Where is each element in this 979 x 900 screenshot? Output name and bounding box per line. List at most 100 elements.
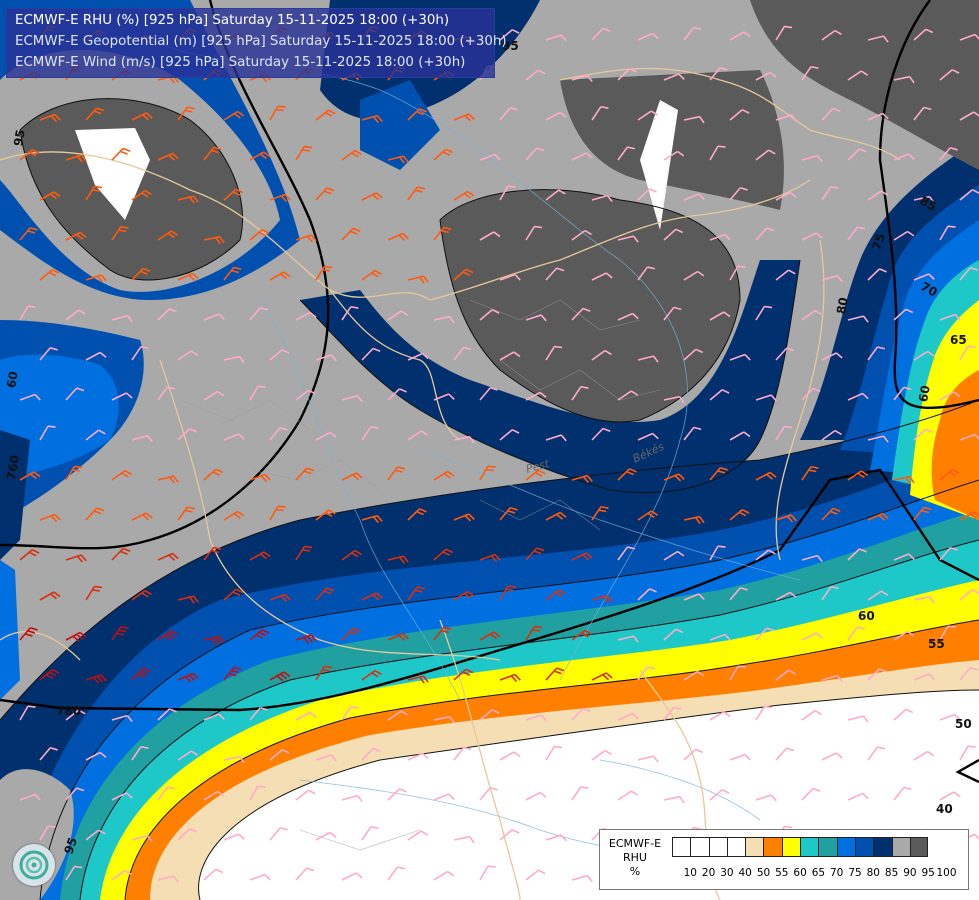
wind-barb-glyph [85,107,105,121]
legend-swatches [672,837,929,857]
wind-barb-glyph [913,350,935,361]
wind-barb-glyph [157,152,179,161]
wind-barb-glyph [39,191,61,201]
wind-barb-glyph [249,473,271,482]
wind-barb-glyph [39,591,61,601]
wind-barb-glyph [315,831,337,841]
wind-barb-glyph [361,269,382,281]
wind-barb-glyph [591,427,611,441]
wind-barb-glyph [223,110,245,121]
wind-barb-glyph [525,69,546,81]
wind-barb-glyph [65,231,87,241]
wind-barb-glyph [111,714,133,722]
wind-barb-glyph [499,429,520,441]
wind-barb-glyph [663,473,685,482]
wind-barb-glyph [939,791,961,801]
wind-barb-glyph [387,866,406,881]
wind-barb-glyph [387,788,407,801]
legend-tick-label: 85 [884,867,899,879]
wind-barb-glyph [269,105,286,121]
legend-tick-label: 10 [683,867,697,879]
wind-barb-glyph [203,546,222,561]
wind-barb-glyph [801,232,823,241]
wind-barb-glyph [755,471,777,481]
legend-swatch [763,837,782,857]
wind-barb-glyph [341,227,361,241]
wind-barb-glyph [453,668,474,681]
wind-barb-glyph [433,226,452,241]
wind-barb-glyph [847,226,866,241]
wind-barb-glyph [913,750,935,761]
wind-barb-glyph [821,107,841,121]
geopotential-contours [0,0,979,784]
wind-barb-glyph [847,392,869,401]
wind-barb-glyph [663,628,684,641]
legend-tick-label: 65 [811,867,826,879]
wind-barb-glyph [755,794,777,802]
wind-barb-glyph [295,234,317,243]
wind-barb-glyph [663,306,682,321]
legend-tick-label: 60 [793,867,807,879]
wind-barb-glyph [19,793,41,801]
region-borders [179,299,661,851]
legend-swatch [891,837,910,857]
wind-barb-glyph [637,666,656,681]
wind-barb-glyph [433,793,455,801]
wind-barb-glyph [959,345,976,361]
wind-barb-glyph [65,554,87,563]
wind-barb-glyph [39,746,58,761]
wind-barb-glyph [729,186,748,201]
wind-barb-glyph [19,226,38,241]
wind-barb-glyph [729,509,750,521]
wind-barb-glyph [959,666,978,681]
wind-barb-glyph [65,787,85,801]
wind-barb-glyph [913,506,932,521]
wind-barb-glyph [177,195,199,204]
wind-barb-glyph [269,593,291,602]
wind-barb-glyph [223,188,244,201]
wind-barb-glyph [893,475,915,485]
wind-barb-glyph [709,233,731,241]
legend-swatch [672,837,691,857]
wind-barb-glyph [387,710,409,721]
wind-barb-glyph [387,310,409,321]
wind-barb-glyph [591,105,609,121]
wind-barb-glyph [683,426,702,441]
wind-barb-glyph [571,629,592,641]
wind-barb-glyph [775,591,797,601]
wind-barb-glyph [525,391,547,401]
wind-barb-glyph [525,791,547,801]
wind-barb-glyph [867,190,889,201]
legend-swatch [745,837,764,857]
legend-swatch [909,837,929,857]
wind-barb-glyph [617,146,636,161]
wind-barb-glyph [203,468,224,481]
legend-tick-label: 95 [921,867,935,879]
svg-text:60: 60 [4,370,21,389]
wind-barb-glyph [663,150,685,161]
wind-barb-glyph [499,751,521,761]
svg-text:95: 95 [502,39,519,53]
wind-barb-glyph [85,751,107,761]
wind-barb-glyph [341,627,361,641]
wind-barb-glyph [407,752,429,761]
wind-barb-glyph [433,148,454,161]
wind-barb-glyph [683,515,705,525]
wind-barb-glyph [913,195,935,204]
wind-barb-glyph [387,632,409,641]
wind-barb-glyph [821,752,843,761]
wind-barb-glyph [939,469,960,481]
title-rhu: ECMWF-E RHU (%) [925 hPa] Saturday 15-11… [15,13,450,28]
wind-barb-glyph [545,111,567,121]
wind-barb-glyph [847,715,869,723]
wind-barb-glyph [729,31,751,41]
wind-barb-glyph [591,749,612,761]
wind-barb-glyph [295,867,315,881]
wind-barb-glyph [821,429,842,441]
wind-barb-glyph [131,189,152,201]
svg-text:Pest: Pest [525,457,552,476]
wind-barb-glyph [729,586,748,601]
wind-barb-glyph [203,868,224,881]
wind-barb-glyph [545,667,565,681]
wind-barb-glyph [893,708,914,721]
